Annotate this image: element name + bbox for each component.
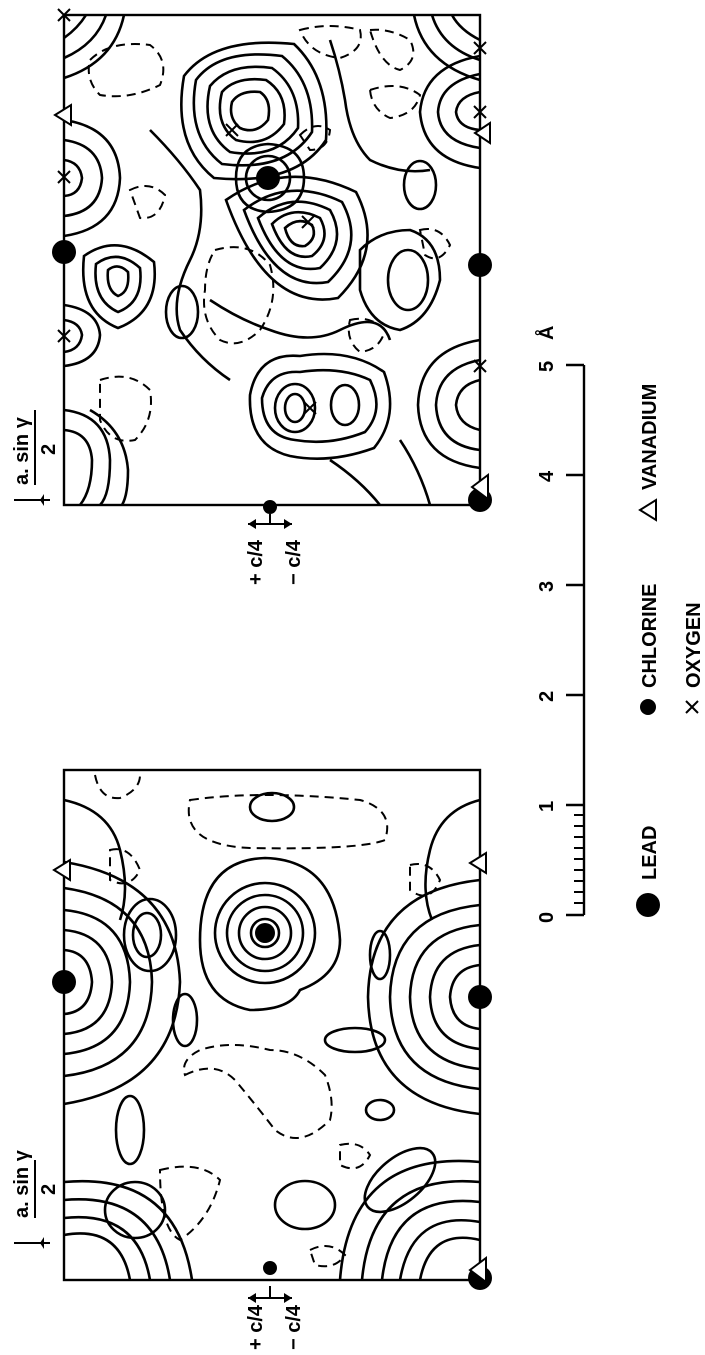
density-map-lower: a. sin γ 2 + c/4 − c/4 — [11, 768, 492, 1350]
negative-contours — [87, 25, 452, 442]
legend-chlorine-symbol — [640, 699, 656, 715]
scale-tick-1: 1 — [536, 801, 558, 812]
lead-atom — [256, 166, 280, 190]
negative-contours — [94, 774, 442, 1268]
axis-indicator-lower: a. sin γ 2 + c/4 − c/4 — [11, 1149, 305, 1350]
vanadium-atom — [53, 103, 72, 127]
vanadium-atom — [473, 121, 491, 145]
a-sin-gamma-label: a. sin γ — [11, 416, 33, 485]
contour-lines — [63, 791, 481, 1281]
legend-lead-label: LEAD — [639, 826, 661, 880]
chlorine-atom — [263, 1261, 277, 1275]
atoms-lower — [52, 851, 492, 1290]
chlorine-atom — [263, 500, 277, 514]
a-sin-gamma-label: a. sin γ — [11, 1149, 33, 1218]
a-sin-gamma-divisor: 2 — [38, 1184, 60, 1195]
scale-bar: 0 1 2 3 4 5 Å — [534, 326, 586, 923]
contour-lines — [63, 14, 481, 506]
lead-atom — [52, 970, 76, 994]
c-plus-label: + c/4 — [245, 539, 267, 585]
legend-vanadium-symbol — [638, 498, 657, 522]
map-frame — [62, 768, 482, 1282]
legend-oxygen-label: OXYGEN — [683, 602, 705, 688]
oxygen-atoms — [57, 8, 487, 415]
vanadium-atom — [470, 473, 489, 501]
vanadium-atom — [468, 1256, 487, 1284]
c-minus-label: − c/4 — [283, 539, 305, 585]
chlorine-atom — [255, 923, 275, 943]
legend-vanadium-label: VANADIUM — [639, 384, 661, 490]
scale-tick-0: 0 — [536, 912, 558, 923]
a-sin-gamma-divisor: 2 — [38, 444, 60, 455]
lead-atom — [52, 240, 76, 264]
legend: LEAD CHLORINE OXYGEN VANADIUM — [636, 384, 705, 917]
scale-tick-2: 2 — [536, 691, 558, 702]
vanadium-atom — [52, 858, 71, 882]
atoms-upper — [52, 8, 492, 514]
legend-lead-symbol — [636, 893, 660, 917]
scale-tick-5: 5 — [536, 361, 558, 372]
c-plus-label: + c/4 — [245, 1304, 267, 1350]
c-minus-label: − c/4 — [283, 1304, 305, 1350]
legend-oxygen-symbol — [685, 700, 699, 714]
lead-atom — [468, 985, 492, 1009]
scale-tick-4: 4 — [536, 470, 558, 482]
vanadium-atom — [468, 851, 487, 875]
scale-unit: Å — [534, 326, 558, 340]
legend-chlorine-label: CHLORINE — [639, 584, 661, 688]
axis-indicator-upper: a. sin γ 2 + c/4 − c/4 — [11, 410, 305, 585]
lead-atom — [468, 253, 492, 277]
density-map-upper: a. sin γ 2 + c/4 − c/4 — [11, 8, 492, 585]
scale-tick-3: 3 — [536, 581, 558, 592]
